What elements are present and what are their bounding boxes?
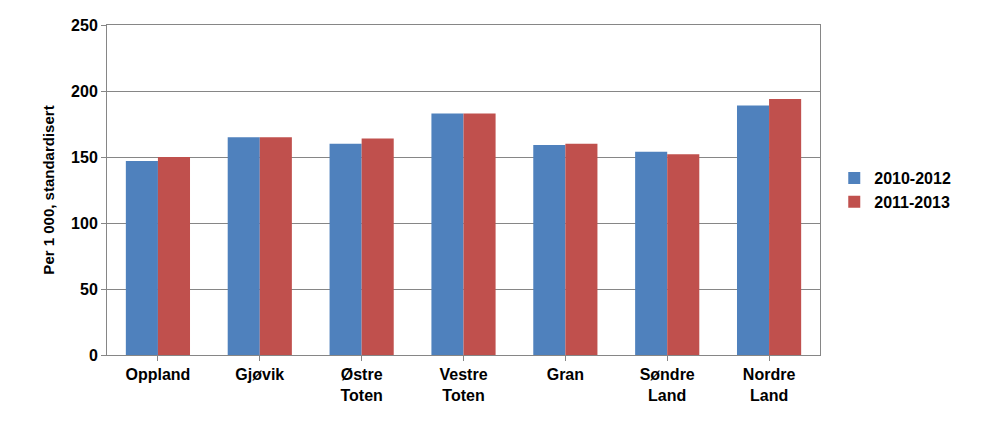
svg-text:250: 250 [71, 17, 98, 34]
svg-text:200: 200 [71, 83, 98, 100]
svg-text:100: 100 [71, 215, 98, 232]
svg-text:150: 150 [71, 149, 98, 166]
svg-text:NordreLand: NordreLand [743, 366, 796, 404]
svg-text:0: 0 [89, 347, 98, 364]
svg-text:Per 1 000, standardisert: Per 1 000, standardisert [40, 105, 57, 274]
svg-text:2010-2012: 2010-2012 [874, 170, 951, 187]
svg-text:2011-2013: 2011-2013 [874, 194, 950, 211]
svg-text:50: 50 [80, 281, 98, 298]
svg-text:VestreToten: VestreToten [439, 366, 487, 404]
svg-text:Gran: Gran [547, 366, 584, 383]
svg-text:SøndreLand: SøndreLand [640, 366, 695, 404]
svg-text:Oppland: Oppland [125, 366, 190, 383]
svg-text:ØstreToten: ØstreToten [340, 366, 382, 404]
svg-text:Gjøvik: Gjøvik [235, 366, 284, 383]
